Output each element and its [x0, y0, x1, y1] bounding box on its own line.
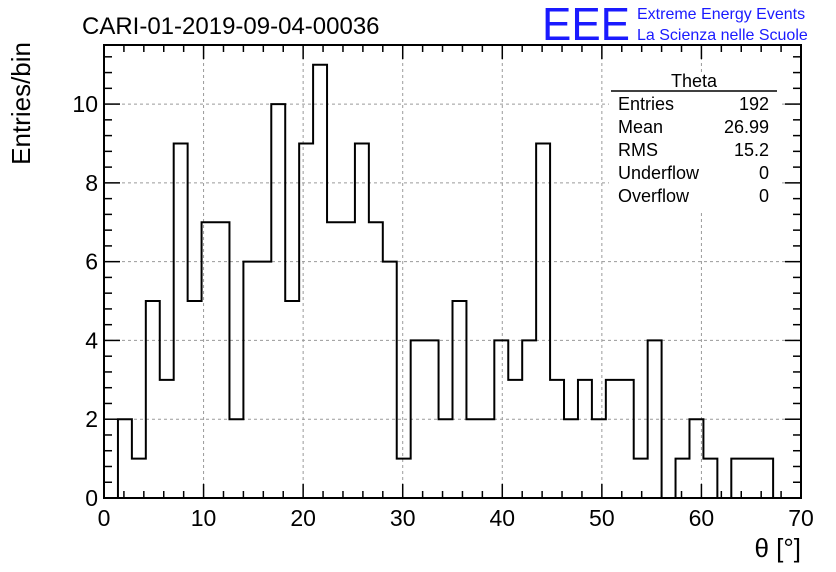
x-tick-label: 30 — [390, 505, 416, 531]
stats-row-value: 0 — [759, 163, 769, 183]
y-tick-label: 0 — [85, 485, 98, 511]
x-tick-label: 10 — [191, 505, 217, 531]
x-tick-label: 60 — [689, 505, 715, 531]
stats-row-value: 192 — [739, 94, 769, 114]
stats-row-label: Underflow — [618, 163, 700, 183]
y-tick-label: 10 — [72, 91, 98, 117]
x-tick-label: 70 — [788, 505, 814, 531]
plot-frame — [103, 44, 802, 499]
stats-row-value: 15.2 — [734, 140, 769, 160]
y-axis-label: Entries/bin — [6, 42, 36, 165]
x-tick-label: 0 — [98, 505, 111, 531]
stats-row-value: 0 — [759, 186, 769, 206]
x-tick-label: 20 — [290, 505, 316, 531]
stats-box: Theta Entries 192 Mean 26.99 RMS 15.2 Underflo… — [609, 71, 779, 212]
logo-line-1: Extreme Energy Events — [637, 6, 805, 23]
y-tick-label: 4 — [85, 327, 98, 353]
stats-box-background — [609, 72, 779, 212]
y-tick-label: 2 — [85, 406, 98, 432]
x-axis-label: θ [°] — [754, 533, 801, 563]
stats-rows: Entries 192 Mean 26.99 RMS 15.2 Underflow 0 Over… — [618, 94, 769, 206]
stats-row-label: Mean — [618, 117, 663, 137]
stats-row-label: Entries — [618, 94, 674, 114]
x-tick-label: 40 — [489, 505, 515, 531]
eee-logo: EEE — [542, 0, 630, 50]
x-tick-label: 50 — [589, 505, 615, 531]
y-tick-label: 6 — [85, 249, 98, 275]
logo-line-2: La Scienza nelle Scuole — [637, 27, 808, 44]
axis-ticks — [103, 45, 802, 499]
stats-row-label: RMS — [618, 140, 658, 160]
stats-title: Theta — [671, 71, 718, 91]
tick-labels: 0 10 20 30 40 50 60 70 0 2 4 6 8 10 — [72, 91, 813, 531]
stats-row-value: 26.99 — [724, 117, 769, 137]
run-title: CARI-01-2019-09-04-00036 — [82, 13, 380, 40]
stats-row-label: Overflow — [618, 186, 690, 206]
y-tick-label: 8 — [85, 170, 98, 196]
